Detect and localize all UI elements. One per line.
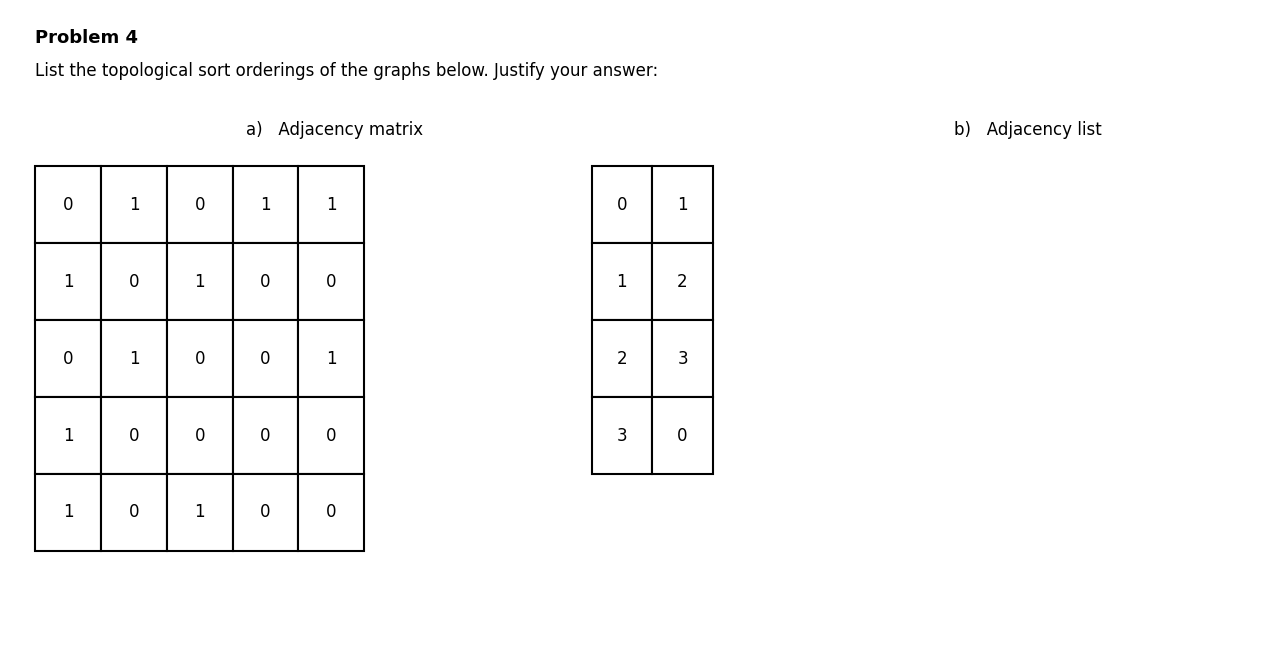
Text: 0: 0 <box>129 426 139 445</box>
Text: 0: 0 <box>326 273 336 291</box>
Bar <box>35 320 101 397</box>
Text: 1: 1 <box>617 273 627 291</box>
Bar <box>592 320 652 397</box>
Text: 1: 1 <box>678 196 688 214</box>
Text: 0: 0 <box>678 426 688 445</box>
Bar <box>167 320 233 397</box>
Text: 0: 0 <box>326 503 336 522</box>
Bar <box>298 243 364 320</box>
Bar <box>652 397 713 474</box>
Text: 0: 0 <box>63 196 73 214</box>
Bar <box>298 397 364 474</box>
Text: 2: 2 <box>617 349 627 368</box>
Bar <box>167 166 233 243</box>
Bar <box>35 397 101 474</box>
Bar <box>233 166 298 243</box>
Text: 0: 0 <box>617 196 627 214</box>
Text: 0: 0 <box>129 503 139 522</box>
Text: 1: 1 <box>129 196 139 214</box>
Bar <box>652 166 713 243</box>
Bar <box>592 397 652 474</box>
Bar <box>233 397 298 474</box>
Text: a)   Adjacency matrix: a) Adjacency matrix <box>246 121 423 139</box>
Bar <box>35 243 101 320</box>
Bar <box>101 474 167 551</box>
Text: 3: 3 <box>617 426 627 445</box>
Text: 0: 0 <box>260 273 270 291</box>
Bar <box>35 166 101 243</box>
Text: 1: 1 <box>63 273 73 291</box>
Text: 1: 1 <box>195 273 205 291</box>
Bar <box>101 243 167 320</box>
Text: 0: 0 <box>260 349 270 368</box>
Text: 0: 0 <box>195 196 205 214</box>
Bar <box>652 243 713 320</box>
Bar <box>298 474 364 551</box>
Text: b)   Adjacency list: b) Adjacency list <box>954 121 1102 139</box>
Text: 1: 1 <box>260 196 270 214</box>
Text: 1: 1 <box>63 426 73 445</box>
Text: 1: 1 <box>129 349 139 368</box>
Text: Problem 4: Problem 4 <box>35 29 138 48</box>
Bar <box>35 474 101 551</box>
Text: 0: 0 <box>129 273 139 291</box>
Bar <box>167 243 233 320</box>
Bar <box>101 166 167 243</box>
Bar <box>233 474 298 551</box>
Bar <box>101 397 167 474</box>
Bar <box>592 243 652 320</box>
Bar <box>298 320 364 397</box>
Text: 0: 0 <box>260 426 270 445</box>
Text: 3: 3 <box>678 349 688 368</box>
Text: 0: 0 <box>63 349 73 368</box>
Bar <box>652 320 713 397</box>
Bar <box>233 320 298 397</box>
Text: 0: 0 <box>195 426 205 445</box>
Text: List the topological sort orderings of the graphs below. Justify your answer:: List the topological sort orderings of t… <box>35 62 659 80</box>
Text: 1: 1 <box>326 196 336 214</box>
Text: 0: 0 <box>326 426 336 445</box>
Text: 1: 1 <box>195 503 205 522</box>
Bar <box>592 166 652 243</box>
Text: 0: 0 <box>260 503 270 522</box>
Bar <box>233 243 298 320</box>
Text: 1: 1 <box>63 503 73 522</box>
Bar <box>167 474 233 551</box>
Bar <box>298 166 364 243</box>
Text: 0: 0 <box>195 349 205 368</box>
Bar <box>101 320 167 397</box>
Text: 2: 2 <box>678 273 688 291</box>
Bar <box>167 397 233 474</box>
Text: 1: 1 <box>326 349 336 368</box>
